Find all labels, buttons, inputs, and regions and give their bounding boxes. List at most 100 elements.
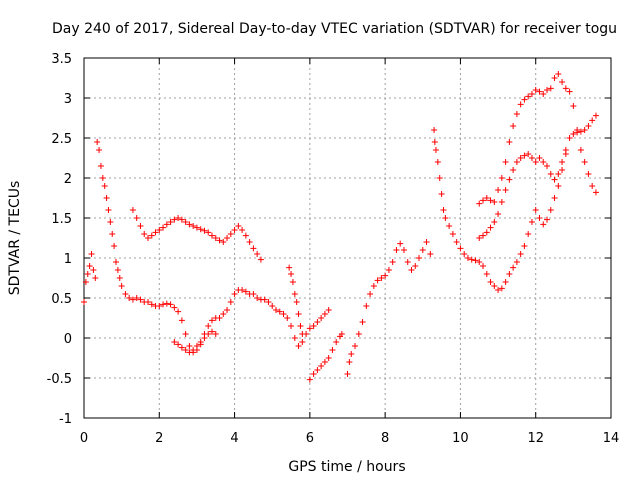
data-point [325, 355, 332, 361]
data-point [517, 251, 524, 257]
data-point [109, 231, 116, 237]
data-point [182, 347, 189, 353]
series-trace-b [94, 139, 332, 356]
data-point [171, 216, 178, 223]
data-point [502, 159, 509, 165]
data-point [536, 88, 543, 95]
data-point [555, 171, 562, 177]
data-point [491, 219, 498, 225]
data-point [498, 285, 505, 292]
data-point [122, 291, 129, 297]
data-point [205, 331, 212, 337]
series-trace-d [171, 328, 219, 356]
data-point [156, 227, 163, 233]
data-point [321, 359, 328, 365]
data-point [487, 279, 494, 285]
data-point [144, 299, 151, 305]
data-point [513, 159, 520, 165]
series-trace-g [344, 239, 434, 377]
data-point [318, 315, 325, 321]
data-point [427, 251, 434, 257]
data-point [483, 271, 490, 277]
data-point [566, 88, 573, 95]
data-point [378, 275, 385, 281]
data-point [216, 237, 223, 244]
data-point [310, 371, 317, 377]
data-point [440, 207, 447, 213]
data-point [551, 195, 558, 201]
data-point [250, 245, 257, 252]
data-point [175, 341, 182, 348]
data-point [480, 232, 487, 239]
data-point [434, 159, 441, 165]
data-point [367, 291, 374, 297]
x-axis-title: GPS time / hours [288, 459, 405, 475]
data-point [178, 216, 185, 223]
data-point [592, 112, 599, 119]
data-point [325, 307, 332, 313]
series-trace-a [81, 251, 99, 305]
data-point [502, 187, 509, 193]
data-point [382, 272, 389, 279]
data-point [90, 267, 97, 273]
data-point [224, 235, 231, 241]
data-point [577, 147, 584, 153]
data-point [197, 226, 204, 233]
y-tick-label: 1.5 [51, 212, 72, 227]
series-trace-c [129, 207, 264, 263]
data-point [190, 347, 197, 353]
data-point [581, 127, 588, 133]
x-tick-label: 6 [306, 431, 314, 446]
data-point [269, 303, 276, 309]
data-point [555, 71, 562, 77]
data-point [528, 91, 535, 97]
data-point [227, 231, 234, 237]
data-point [589, 183, 596, 189]
data-point [97, 163, 104, 169]
data-point [359, 319, 366, 325]
data-point [118, 283, 125, 289]
data-point [167, 219, 174, 225]
y-tick-label: 2 [64, 172, 72, 187]
data-point [521, 96, 528, 103]
data-point [517, 101, 524, 108]
data-point [577, 128, 584, 135]
data-point [257, 256, 264, 263]
data-point [363, 303, 370, 309]
data-point [129, 296, 136, 303]
y-tick-label: 0.5 [51, 292, 72, 307]
data-point [513, 259, 520, 265]
data-point [288, 271, 295, 277]
data-point [84, 271, 91, 277]
data-point [171, 304, 178, 311]
data-point [585, 123, 592, 129]
data-point [288, 323, 295, 329]
data-point [547, 171, 554, 177]
data-point [291, 335, 298, 341]
data-point [148, 301, 155, 308]
data-point [385, 267, 392, 273]
data-point [86, 263, 93, 269]
data-point [551, 75, 558, 81]
data-point [547, 85, 554, 92]
data-point [231, 227, 238, 233]
data-point [338, 331, 345, 337]
plot-frame [83, 57, 612, 419]
data-point [92, 275, 99, 281]
data-point [495, 287, 502, 293]
data-point [495, 211, 502, 217]
data-point [265, 299, 272, 305]
data-point [506, 139, 513, 145]
data-point [160, 224, 167, 231]
data-point [182, 331, 189, 337]
data-point [346, 359, 353, 365]
data-point [559, 167, 566, 173]
data-point [525, 93, 532, 100]
data-points [81, 71, 599, 383]
data-point [581, 159, 588, 165]
data-point [506, 176, 513, 183]
data-point [589, 117, 596, 124]
data-point [393, 247, 400, 253]
data-point [216, 315, 223, 321]
